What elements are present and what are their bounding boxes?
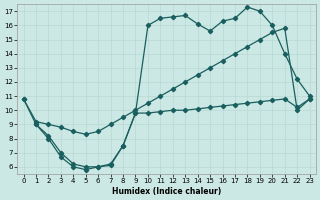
X-axis label: Humidex (Indice chaleur): Humidex (Indice chaleur) xyxy=(112,187,221,196)
